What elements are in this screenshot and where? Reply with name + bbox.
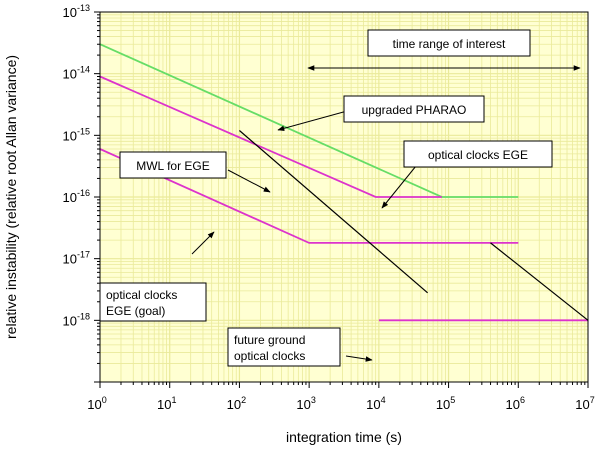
y-tick-label: 10-14 xyxy=(63,65,90,82)
annotation-future-ground: future ground optical clocks xyxy=(227,327,341,367)
x-tick-label: 107 xyxy=(575,395,594,412)
svg-text:EGE (goal): EGE (goal) xyxy=(106,304,165,318)
y-tick-label: 10-15 xyxy=(63,126,90,143)
y-tick-label: 10-16 xyxy=(63,188,90,205)
x-tick-label: 103 xyxy=(296,395,315,412)
optical-goal-arrow xyxy=(191,231,215,255)
x-tick-label: 104 xyxy=(366,395,385,412)
annotation-arrows xyxy=(191,65,581,362)
series-layer xyxy=(99,43,589,322)
y-tick-label: 10-18 xyxy=(63,311,90,328)
annotation-upgraded-pharao: upgraded PHARAO xyxy=(343,95,485,123)
svg-text:optical clocks: optical clocks xyxy=(234,349,305,363)
series-line-5 xyxy=(239,130,428,294)
annotation-optical-clocks-ege: optical clocks EGE xyxy=(403,140,553,168)
x-axis-title: integration time (s) xyxy=(286,429,402,445)
annotation-mwl-for-ege: MWL for EGE xyxy=(119,151,227,179)
x-tick-label: 106 xyxy=(506,395,525,412)
x-tick-label: 101 xyxy=(157,395,176,412)
mwl-arrow xyxy=(227,169,271,193)
y-tick-label: 10-13 xyxy=(63,3,90,20)
annotation-boxes: time range of interest upgraded PHARAO M… xyxy=(99,29,553,367)
series-line-6 xyxy=(490,242,589,321)
x-tick-label: 105 xyxy=(436,395,455,412)
axes: 100 101 102 103 104 105 106 107 10-13 10-14 10-15 1… xyxy=(63,3,595,412)
optical-ege-arrow xyxy=(381,165,417,209)
x-tick-label: 102 xyxy=(227,395,246,412)
svg-text:future ground: future ground xyxy=(234,333,305,347)
svg-text:optical clocks EGE: optical clocks EGE xyxy=(428,148,528,162)
y-tick-label: 10-17 xyxy=(63,250,90,267)
svg-text:time range of interest: time range of interest xyxy=(393,37,506,51)
svg-text:MWL for EGE: MWL for EGE xyxy=(136,159,210,173)
x-tick-label: 100 xyxy=(87,395,106,412)
series-line-3 xyxy=(99,148,519,244)
annotation-optical-clocks-goal: optical clocks EGE (goal) xyxy=(99,282,207,322)
y-axis-title: relative instability (relative root Alla… xyxy=(3,55,19,339)
svg-text:upgraded PHARAO: upgraded PHARAO xyxy=(362,103,467,117)
future-ground-arrow xyxy=(345,355,373,362)
series-line-2 xyxy=(99,75,442,198)
annotation-time-range: time range of interest xyxy=(367,29,531,57)
svg-text:optical clocks: optical clocks xyxy=(106,288,177,302)
